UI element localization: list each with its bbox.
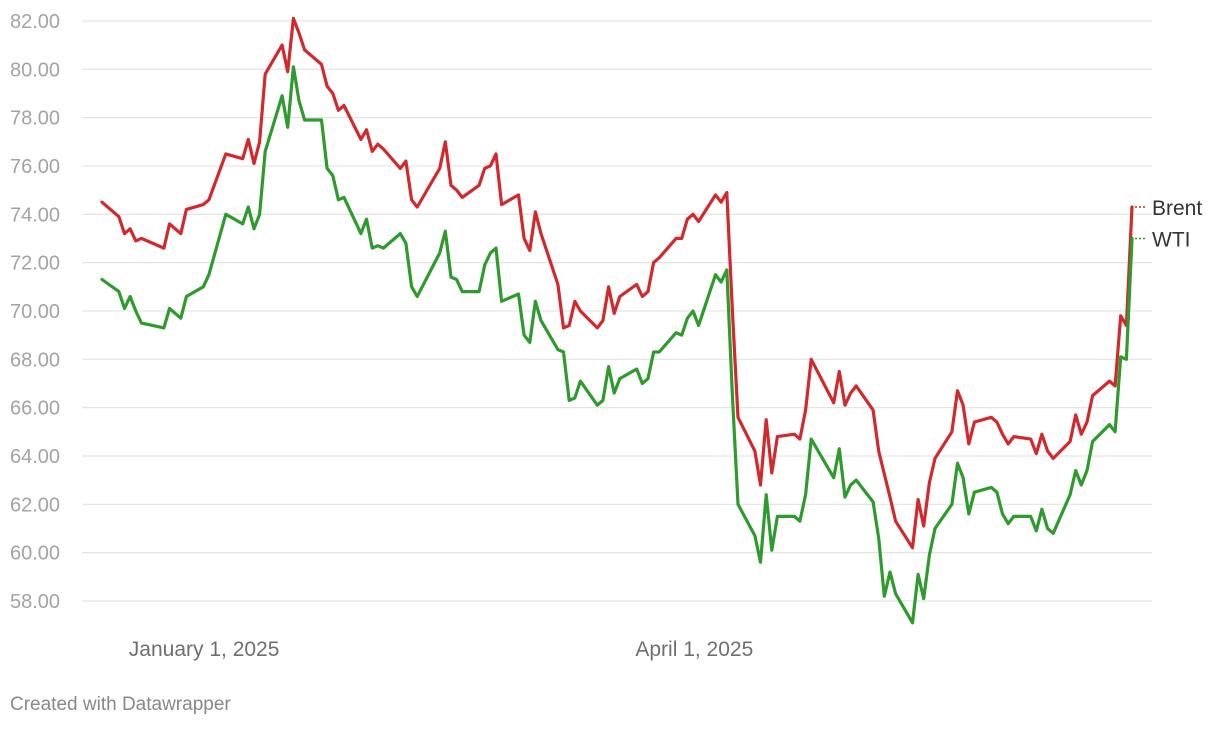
- series-label-wti: WTI: [1152, 228, 1190, 251]
- y-tick-label: 62.00: [10, 494, 60, 516]
- series-label-brent: Brent: [1152, 197, 1202, 220]
- y-tick-label: 78.00: [10, 108, 60, 130]
- gridlines: [82, 20, 1152, 602]
- y-tick-label: 70.00: [10, 301, 60, 323]
- y-tick-label: 58.00: [10, 591, 60, 613]
- y-tick-label: 68.00: [10, 349, 60, 371]
- y-axis-tick-labels: 58.00 60.00 62.00 64.00 66.00 68.00 70.00 72.00…: [10, 11, 60, 613]
- y-tick-label: 60.00: [10, 543, 60, 565]
- series-line-brent: [100, 16, 1134, 550]
- y-tick-label: 74.00: [10, 204, 60, 226]
- series-line-wti: [100, 65, 1134, 625]
- credit-text: Created with Datawrapper: [10, 694, 231, 715]
- y-tick-label: 80.00: [10, 59, 60, 81]
- series-lines: [100, 16, 1134, 625]
- x-tick-label: January 1, 2025: [129, 638, 280, 661]
- y-tick-label: 82.00: [10, 11, 60, 33]
- y-tick-label: 64.00: [10, 446, 60, 468]
- x-axis-tick-labels: January 1, 2025 April 1, 2025: [129, 638, 753, 661]
- y-tick-label: 72.00: [10, 253, 60, 275]
- line-chart: 58.00 60.00 62.00 64.00 66.00 68.00 70.00 72.00…: [10, 11, 1202, 661]
- series-end-labels: Brent WTI: [1135, 197, 1202, 251]
- y-tick-label: 76.00: [10, 156, 60, 178]
- y-tick-label: 66.00: [10, 398, 60, 420]
- x-tick-label: April 1, 2025: [635, 638, 753, 661]
